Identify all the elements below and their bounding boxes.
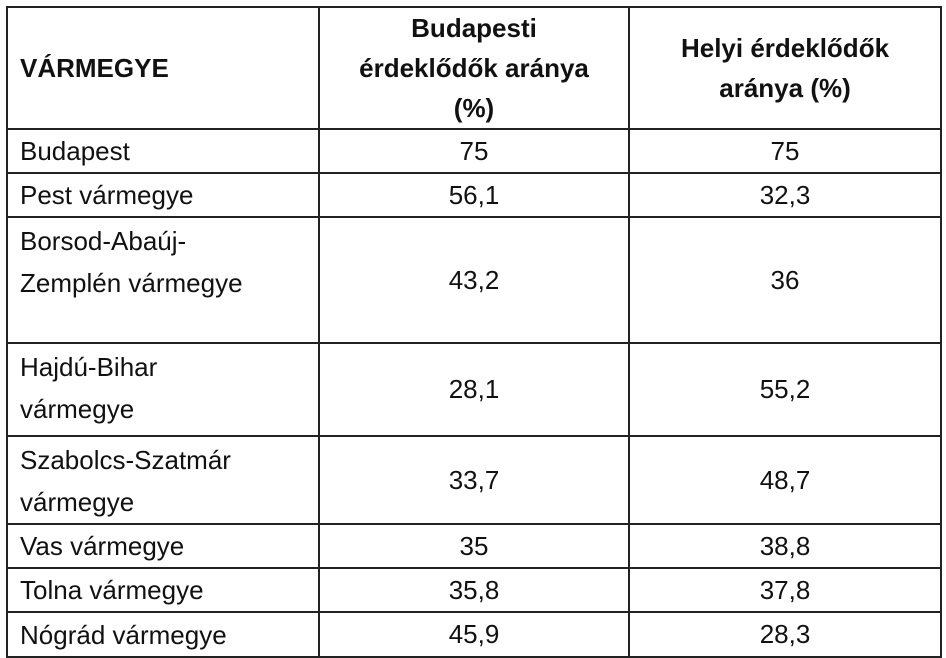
row-label: Borsod-Abaúj- Zemplén vármegye	[6, 216, 320, 344]
value-cell: 33,7	[318, 435, 630, 525]
text-line: Vas vármegye	[20, 531, 185, 561]
text-line: Hajdú-Bihar	[20, 352, 158, 382]
value-cell: 36	[628, 216, 942, 344]
header-cell: Helyi érdeklődők aránya (%)	[628, 6, 942, 130]
table-row: Pest vármegye 56,1 32,3	[6, 172, 942, 218]
value-cell: 75	[318, 128, 630, 174]
row-label: Vas vármegye	[6, 523, 320, 569]
row-label: Szabolcs-Szatmár vármegye	[6, 435, 320, 525]
text-line: Budapest	[20, 136, 130, 166]
header-cell: VÁRMEGYE	[6, 6, 320, 130]
text-line: Helyi érdeklődők	[680, 33, 890, 63]
text-line: aránya (%)	[719, 73, 851, 103]
table-row: Borsod-Abaúj- Zemplén vármegye 43,2 36	[6, 216, 942, 344]
header-cell: Budapesti érdeklődők aránya (%)	[318, 6, 630, 130]
data-table: VÁRMEGYE Budapesti érdeklődők aránya (%) Hel…	[6, 6, 942, 658]
text-line: Pest vármegye	[20, 180, 194, 210]
header-row: VÁRMEGYE Budapesti érdeklődők aránya (%) Hel…	[6, 6, 942, 130]
text-line: (%)	[453, 93, 495, 123]
value-cell: 45,9	[318, 611, 630, 658]
value-cell: 56,1	[318, 172, 630, 218]
text-line: Budapesti	[411, 13, 537, 43]
value-cell: 35,8	[318, 567, 630, 613]
value-cell: 43,2	[318, 216, 630, 344]
text-line: Zemplén vármegye	[20, 268, 243, 298]
value-cell: 75	[628, 128, 942, 174]
text-line: érdeklődők aránya	[359, 53, 589, 83]
value-cell: 37,8	[628, 567, 942, 613]
table-row: Nógrád vármegye 45,9 28,3	[6, 611, 942, 658]
text-line: vármegye	[20, 394, 135, 424]
value-cell: 28,1	[318, 342, 630, 437]
row-label: Tolna vármegye	[6, 567, 320, 613]
table-row: Vas vármegye 35 38,8	[6, 523, 942, 569]
value-cell: 35	[318, 523, 630, 569]
row-label: Hajdú-Bihar vármegye	[6, 342, 320, 437]
row-label: Budapest	[6, 128, 320, 174]
value-cell: 48,7	[628, 435, 942, 525]
text-line: Szabolcs-Szatmár	[20, 445, 231, 475]
value-cell: 28,3	[628, 611, 942, 658]
text-line: VÁRMEGYE	[20, 53, 169, 83]
value-cell: 55,2	[628, 342, 942, 437]
value-cell: 38,8	[628, 523, 942, 569]
table-row: Budapest 75 75	[6, 128, 942, 174]
text-line: Nógrád vármegye	[20, 619, 227, 650]
text-line: vármegye	[20, 487, 135, 517]
row-label: Pest vármegye	[6, 172, 320, 218]
table-row: Hajdú-Bihar vármegye 28,1 55,2	[6, 342, 942, 437]
row-label: Nógrád vármegye	[6, 611, 320, 658]
table-row: Tolna vármegye 35,8 37,8	[6, 567, 942, 613]
table-row: Szabolcs-Szatmár vármegye 33,7 48,7	[6, 435, 942, 525]
text-line: Tolna vármegye	[20, 575, 204, 605]
value-cell: 32,3	[628, 172, 942, 218]
text-line: Borsod-Abaúj-	[20, 226, 187, 256]
